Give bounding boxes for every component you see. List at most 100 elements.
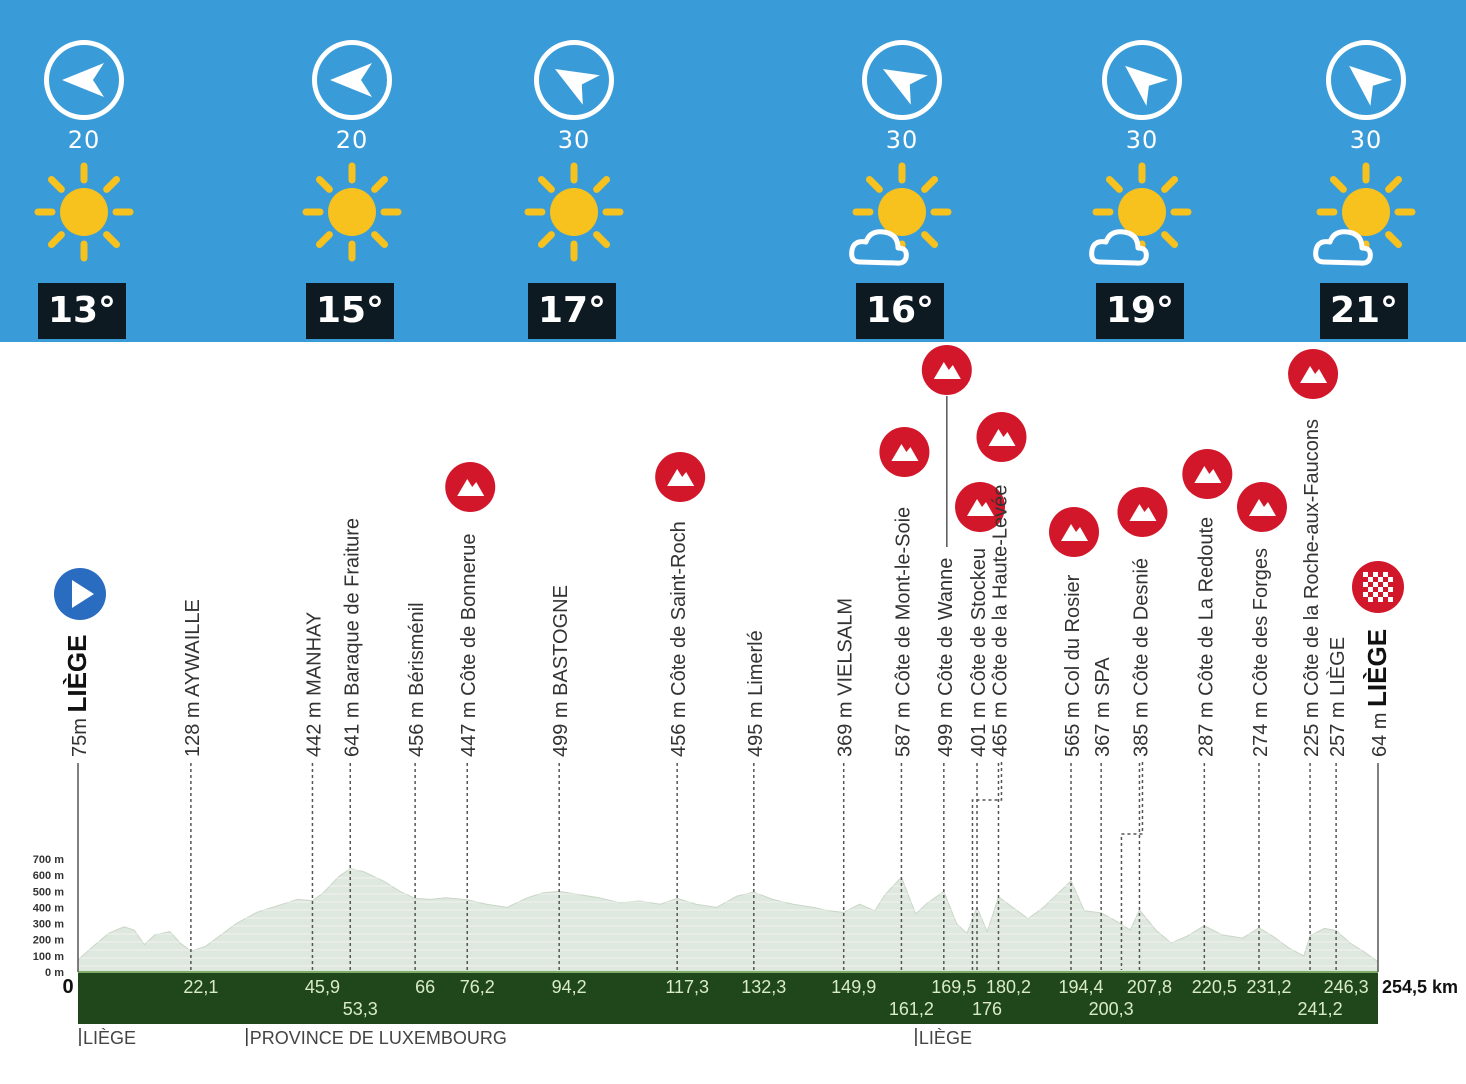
checker-square xyxy=(1378,587,1383,592)
wind-speed: 20 xyxy=(67,126,101,154)
waypoint-text: 274 m Côte des Forges xyxy=(1250,548,1272,757)
waypoint-label: 641 m Baraque de Fraiture xyxy=(341,518,363,757)
km-label: 207,8 xyxy=(1127,977,1172,997)
waypoint-text: 587 m Côte de Mont-le-Soie xyxy=(892,507,914,757)
region-label: PROVINCE DE LUXEMBOURG xyxy=(250,1028,507,1048)
waypoint-label: 401 m Côte de Stockeu xyxy=(968,548,990,757)
waypoint-text: 367 m SPA xyxy=(1092,657,1114,757)
temperature: 13° xyxy=(38,283,126,339)
y-tick-label: 500 m xyxy=(33,886,64,898)
checker-square xyxy=(1388,577,1393,582)
waypoint-text: 641 m Baraque de Fraiture xyxy=(341,518,363,757)
waypoint-text: 225 m Côte de la Roche-aux-Faucons xyxy=(1301,419,1323,757)
sun-cloud-icon xyxy=(1089,162,1192,266)
wind-direction-icon xyxy=(1326,40,1406,120)
km-label: 194,4 xyxy=(1058,977,1103,997)
weather-column: 20 15° xyxy=(296,0,416,342)
checker-square xyxy=(1373,592,1378,597)
weather-column: 20 13° xyxy=(28,0,148,342)
waypoint-text: 401 m Côte de Stockeu xyxy=(968,548,990,757)
wind-direction-icon xyxy=(312,40,392,120)
waypoint-guide xyxy=(971,762,1003,970)
wind-speed: 30 xyxy=(885,126,919,154)
mountain-icon xyxy=(988,429,1016,446)
mountain-icon xyxy=(1300,366,1328,383)
wind-direction-icon xyxy=(44,40,124,120)
checker-square xyxy=(1378,597,1383,602)
sun-icon xyxy=(524,162,624,262)
waypoint-label: 287 m Côte de La Redoute xyxy=(1195,517,1217,757)
waypoint-label: 385 m Côte de Desnié xyxy=(1130,558,1152,757)
waypoint-text: 64 m LIÈGE xyxy=(1362,629,1392,757)
km-label: 246,3 xyxy=(1324,977,1369,997)
km-label: 76,2 xyxy=(460,977,495,997)
y-tick-label: 400 m xyxy=(33,902,64,914)
wind-speed: 20 xyxy=(335,126,369,154)
checker-square xyxy=(1368,577,1373,582)
temperature: 19° xyxy=(1096,283,1184,339)
wind-speed: 30 xyxy=(1125,126,1159,154)
mountain-icon xyxy=(891,444,919,461)
mountain-icon xyxy=(457,479,485,496)
checker-square xyxy=(1388,587,1393,592)
waypoint-label: 456 m Bérisménil xyxy=(406,602,428,757)
km-label: 200,3 xyxy=(1089,999,1134,1019)
sun-icon xyxy=(302,162,402,262)
waypoint-label: 128 m AYWAILLE xyxy=(182,599,204,757)
waypoint-text: 369 m VIELSALM xyxy=(835,598,857,757)
waypoint-label: 495 m Limerlé xyxy=(745,630,767,757)
waypoint-label: 499 m Côte de Wanne xyxy=(935,558,957,757)
y-tick-label: 0 m xyxy=(45,967,64,979)
waypoint-label: 587 m Côte de Mont-le-Soie xyxy=(892,507,914,757)
waypoint-text: 499 m Côte de Wanne xyxy=(935,558,957,757)
km-label: 176 xyxy=(972,999,1002,1019)
waypoint-text: 499 m BASTOGNE xyxy=(550,585,572,757)
checker-square xyxy=(1363,582,1368,587)
y-tick-label: 100 m xyxy=(33,951,64,963)
waypoint-label: 257 m LIÈGE xyxy=(1326,637,1349,757)
km-label: 94,2 xyxy=(552,977,587,997)
waypoint-text: 565 m Col du Rosier xyxy=(1062,574,1084,757)
region-label: LIÈGE xyxy=(83,1028,136,1048)
weather-column: 30 19° xyxy=(1086,0,1206,342)
stage-profile-chart: 700 m 600 m 500 m 400 m 300 m 200 m 100 m 0 m0 2… xyxy=(33,345,1458,1048)
y-tick-label: 700 m xyxy=(33,854,64,866)
waypoint-text: 495 m Limerlé xyxy=(745,630,767,757)
temperature: 16° xyxy=(856,283,944,339)
distance-bar xyxy=(78,972,1378,1024)
mountain-icon xyxy=(1194,466,1222,483)
wind-speed: 30 xyxy=(1349,126,1383,154)
waypoint-text: 385 m Côte de Desnié xyxy=(1130,558,1152,757)
mountain-icon xyxy=(667,469,695,486)
checker-square xyxy=(1383,592,1388,597)
km-label: 66 xyxy=(415,977,435,997)
temperature: 17° xyxy=(528,283,616,339)
region-label: LIÈGE xyxy=(919,1028,972,1048)
km-label: 45,9 xyxy=(305,977,340,997)
wind-speed: 30 xyxy=(557,126,591,154)
waypoint-text: 447 m Côte de Bonnerue xyxy=(458,534,480,758)
waypoint-label: 442 m MANHAY xyxy=(303,612,325,757)
km-label: 0 xyxy=(62,976,73,998)
y-tick-label: 600 m xyxy=(33,870,64,882)
checker-square xyxy=(1373,572,1378,577)
waypoint-label: 465 m Côte de la Haute-Levée xyxy=(989,485,1011,757)
checker-square xyxy=(1383,582,1388,587)
checker-square xyxy=(1368,587,1373,592)
waypoint-text: 442 m MANHAY xyxy=(303,612,325,757)
waypoint-label: 499 m BASTOGNE xyxy=(550,585,572,757)
km-label: 169,5 xyxy=(931,977,976,997)
temperature: 21° xyxy=(1320,283,1408,339)
temperature: 15° xyxy=(306,283,394,339)
waypoint-label: 75m LIÈGE xyxy=(62,635,92,757)
km-label: 180,2 xyxy=(986,977,1031,997)
weather-column: 30 17° xyxy=(518,0,638,342)
waypoint-text: 128 m AYWAILLE xyxy=(182,599,204,757)
wind-direction-icon xyxy=(862,40,942,120)
waypoint-label: 369 m VIELSALM xyxy=(835,598,857,757)
km-label: 241,2 xyxy=(1298,999,1343,1019)
waypoint-guide xyxy=(1120,762,1144,970)
checker-square xyxy=(1373,582,1378,587)
checker-square xyxy=(1378,577,1383,582)
elevation-area xyxy=(77,867,1379,973)
